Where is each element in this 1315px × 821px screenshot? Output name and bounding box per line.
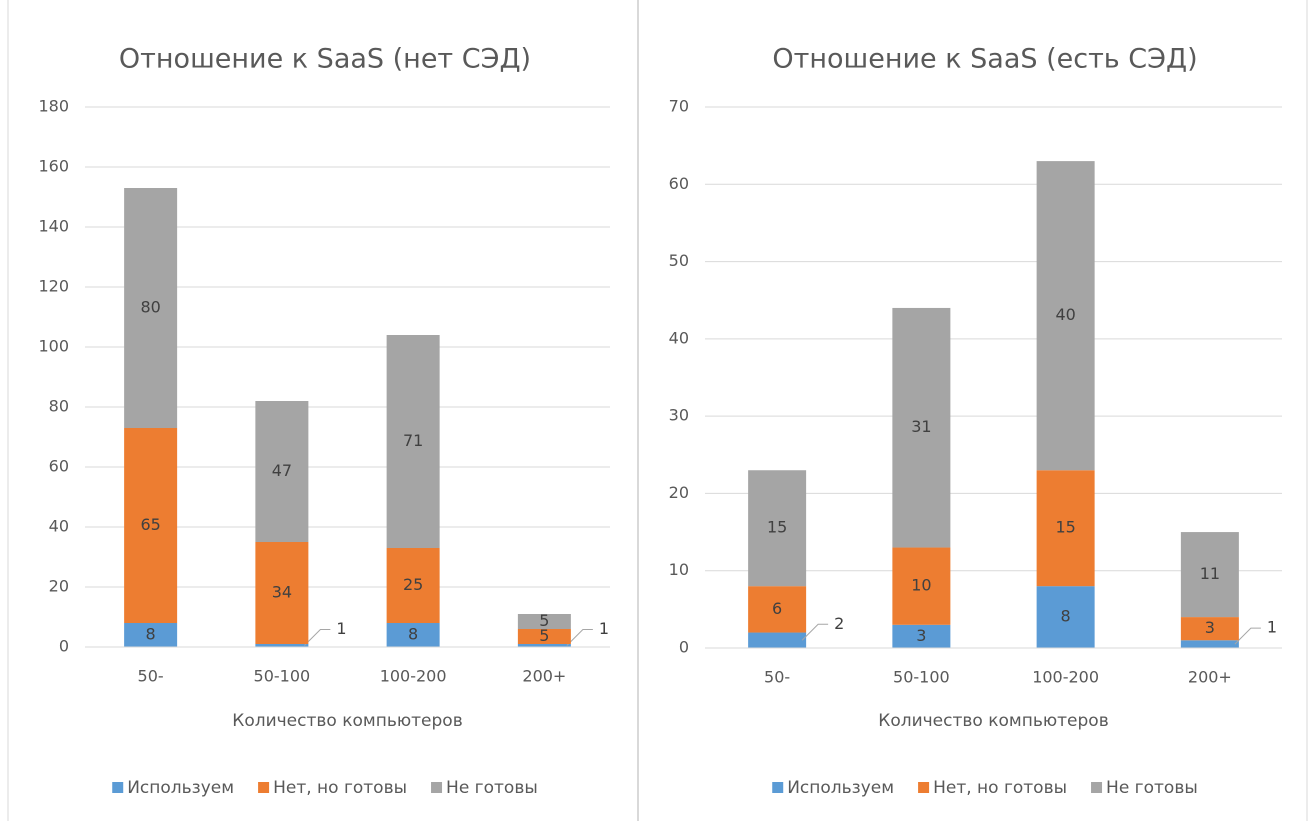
y-tick-label: 20	[669, 483, 689, 502]
data-label: 34	[272, 583, 292, 602]
data-label: 11	[1200, 564, 1220, 583]
x-axis-title: Количество компьютеров	[878, 711, 1108, 731]
y-tick-label: 60	[669, 174, 689, 193]
data-label: 10	[911, 576, 931, 595]
data-label: 25	[403, 575, 423, 594]
bar-segment	[1180, 617, 1239, 641]
leader-line	[304, 629, 331, 646]
bar-segment	[124, 428, 178, 623]
data-label: 5	[539, 626, 549, 645]
legend-label: Используем	[787, 778, 894, 798]
x-tick-label: 200+	[1188, 668, 1232, 687]
chart-title: Отношение к SaaS (нет СЭД)	[119, 44, 531, 75]
data-label: 15	[1055, 518, 1075, 537]
x-tick-label: 50-100	[893, 668, 950, 687]
y-tick-label: 40	[49, 517, 69, 536]
bar-segment	[748, 470, 807, 587]
data-label: 80	[140, 298, 160, 317]
bar-segment	[892, 547, 951, 625]
y-tick-label: 160	[38, 157, 69, 176]
y-tick-label: 80	[49, 397, 69, 416]
data-label: 5	[539, 611, 549, 630]
data-label: 3	[916, 626, 926, 645]
chart-title: Отношение к SaaS (есть СЭД)	[772, 44, 1197, 75]
y-tick-label: 30	[669, 406, 689, 425]
y-tick-label: 120	[38, 277, 69, 296]
legend-label: Не готовы	[446, 778, 538, 798]
x-tick-label: 50-	[138, 667, 164, 686]
y-tick-label: 50	[669, 251, 689, 270]
bar-segment	[124, 623, 178, 647]
legend-label: Не готовы	[1106, 778, 1198, 798]
y-tick-label: 180	[38, 97, 69, 116]
legend-swatch	[918, 782, 930, 793]
y-tick-label: 70	[669, 97, 689, 116]
y-tick-label: 100	[38, 337, 69, 356]
x-tick-label: 50-100	[254, 667, 311, 686]
data-label: 31	[911, 417, 931, 436]
data-label: 1	[1267, 618, 1277, 637]
legend-swatch	[112, 782, 124, 793]
bar-segment	[892, 624, 951, 648]
data-label: 8	[408, 625, 418, 644]
legend-swatch	[431, 782, 443, 793]
data-label: 71	[403, 431, 423, 450]
data-label: 8	[1061, 607, 1071, 626]
bar-segment	[1036, 586, 1095, 648]
x-axis-title: Количество компьютеров	[232, 711, 462, 731]
legend-swatch	[1091, 782, 1103, 793]
x-tick-label: 200+	[522, 667, 566, 686]
bar-segment	[1036, 161, 1095, 471]
data-label: 65	[140, 515, 160, 534]
y-tick-label: 0	[59, 637, 69, 656]
data-label: 8	[146, 625, 156, 644]
data-label: 1	[599, 619, 609, 638]
bar-segment	[386, 335, 440, 548]
data-label: 40	[1055, 305, 1075, 324]
y-tick-label: 10	[669, 560, 689, 579]
bar-segment	[386, 548, 440, 623]
data-label: 6	[772, 599, 782, 618]
y-tick-label: 140	[38, 217, 69, 236]
legend-swatch	[258, 782, 270, 793]
bar-segment	[255, 644, 309, 647]
leader-line	[1234, 627, 1261, 645]
bar-segment	[386, 623, 440, 647]
leader-line	[566, 629, 593, 646]
legend-label: Нет, но готовы	[273, 778, 407, 798]
bar-segment	[517, 644, 571, 647]
y-tick-label: 40	[669, 328, 689, 347]
legend-swatch	[772, 782, 784, 793]
y-tick-label: 60	[49, 457, 69, 476]
data-label: 2	[834, 614, 844, 633]
x-tick-label: 100-200	[380, 667, 447, 686]
bar-segment	[1180, 532, 1239, 618]
bar-segment	[255, 401, 309, 542]
data-label: 1	[336, 619, 346, 638]
bar-segment	[517, 614, 571, 629]
legend-label: Используем	[127, 778, 234, 798]
y-tick-label: 0	[679, 638, 689, 657]
data-label: 15	[767, 518, 787, 537]
bar-segment	[748, 632, 807, 648]
x-tick-label: 100-200	[1032, 668, 1099, 687]
data-label: 47	[272, 461, 292, 480]
bar-segment	[517, 629, 571, 644]
bar-segment	[1180, 640, 1239, 648]
leader-line	[801, 623, 829, 641]
data-label: 3	[1205, 618, 1215, 637]
bar-segment	[892, 307, 951, 548]
bar-segment	[748, 586, 807, 633]
bar-segment	[255, 542, 309, 644]
y-tick-label: 20	[49, 577, 69, 596]
bar-segment	[1036, 470, 1095, 587]
x-tick-label: 50-	[764, 668, 790, 687]
bar-segment	[124, 188, 178, 428]
legend-label: Нет, но готовы	[933, 778, 1067, 798]
